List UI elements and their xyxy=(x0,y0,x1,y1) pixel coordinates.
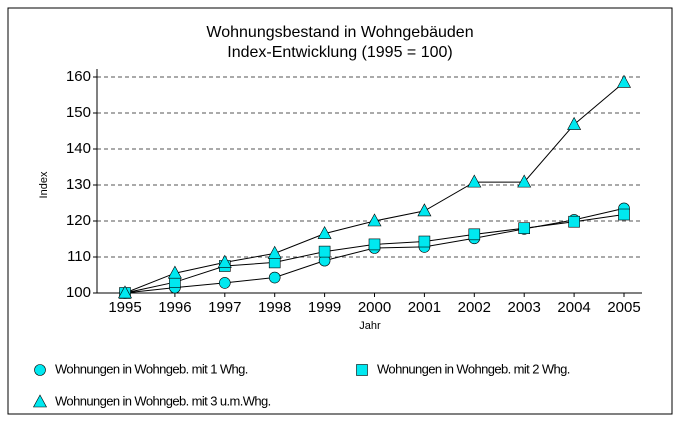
x-axis-label: Jahr xyxy=(359,320,381,332)
x-tick-label: 1997 xyxy=(208,299,241,316)
point xyxy=(517,174,532,188)
x-tick-label: 1996 xyxy=(158,299,191,316)
frame xyxy=(7,7,673,415)
legend-marker xyxy=(356,364,368,376)
x-tick-label: 1999 xyxy=(308,299,341,316)
legend-marker xyxy=(32,394,48,408)
point xyxy=(518,222,531,234)
point xyxy=(567,116,582,130)
point xyxy=(267,245,282,259)
x-tick-label: 2005 xyxy=(607,299,640,316)
y-tick-label: 120 xyxy=(66,212,91,229)
legend-marker xyxy=(34,364,46,376)
legend-label: Wohnungen in Wohngeb. mit 2 Whg. xyxy=(377,361,570,376)
point xyxy=(117,285,133,299)
chart-title: Wohnungsbestand in Wohngebäuden xyxy=(206,24,473,41)
y-tick-label: 110 xyxy=(67,248,91,265)
point xyxy=(367,213,382,227)
point xyxy=(468,228,481,241)
y-tick-label: 100 xyxy=(66,284,91,301)
x-tick-label: 2000 xyxy=(358,299,391,316)
y-tick-label: 130 xyxy=(66,176,91,193)
point xyxy=(368,238,381,251)
x-tick-label: 1995 xyxy=(108,299,141,316)
legend-label: Wohnungen in Wohngeb. mit 1 Whg. xyxy=(55,361,248,376)
point xyxy=(616,74,632,88)
x-tick-label: 2004 xyxy=(557,299,590,316)
chart-subtitle: Index-Entwicklung (1995 = 100) xyxy=(227,44,452,61)
point xyxy=(219,277,231,289)
x-tick-label: 2003 xyxy=(508,299,541,316)
point xyxy=(568,215,580,228)
point xyxy=(467,174,482,188)
y-tick-label: 160 xyxy=(66,68,91,85)
point xyxy=(317,225,332,239)
point xyxy=(418,235,431,248)
x-tick-label: 1998 xyxy=(258,299,291,316)
point xyxy=(268,271,281,284)
x-tick-label: 2001 xyxy=(408,299,441,316)
point xyxy=(217,254,232,268)
point xyxy=(318,245,331,258)
legend-label: Wohnungen in Wohngeb. mit 3 u.m.Whg. xyxy=(55,393,271,408)
point xyxy=(618,208,630,221)
x-tick-label: 2002 xyxy=(458,299,491,316)
y-axis-label: Index xyxy=(38,171,50,198)
y-tick-label: 140 xyxy=(66,140,91,157)
point xyxy=(417,203,432,217)
y-tick-label: 150 xyxy=(66,104,91,121)
point xyxy=(167,265,182,279)
